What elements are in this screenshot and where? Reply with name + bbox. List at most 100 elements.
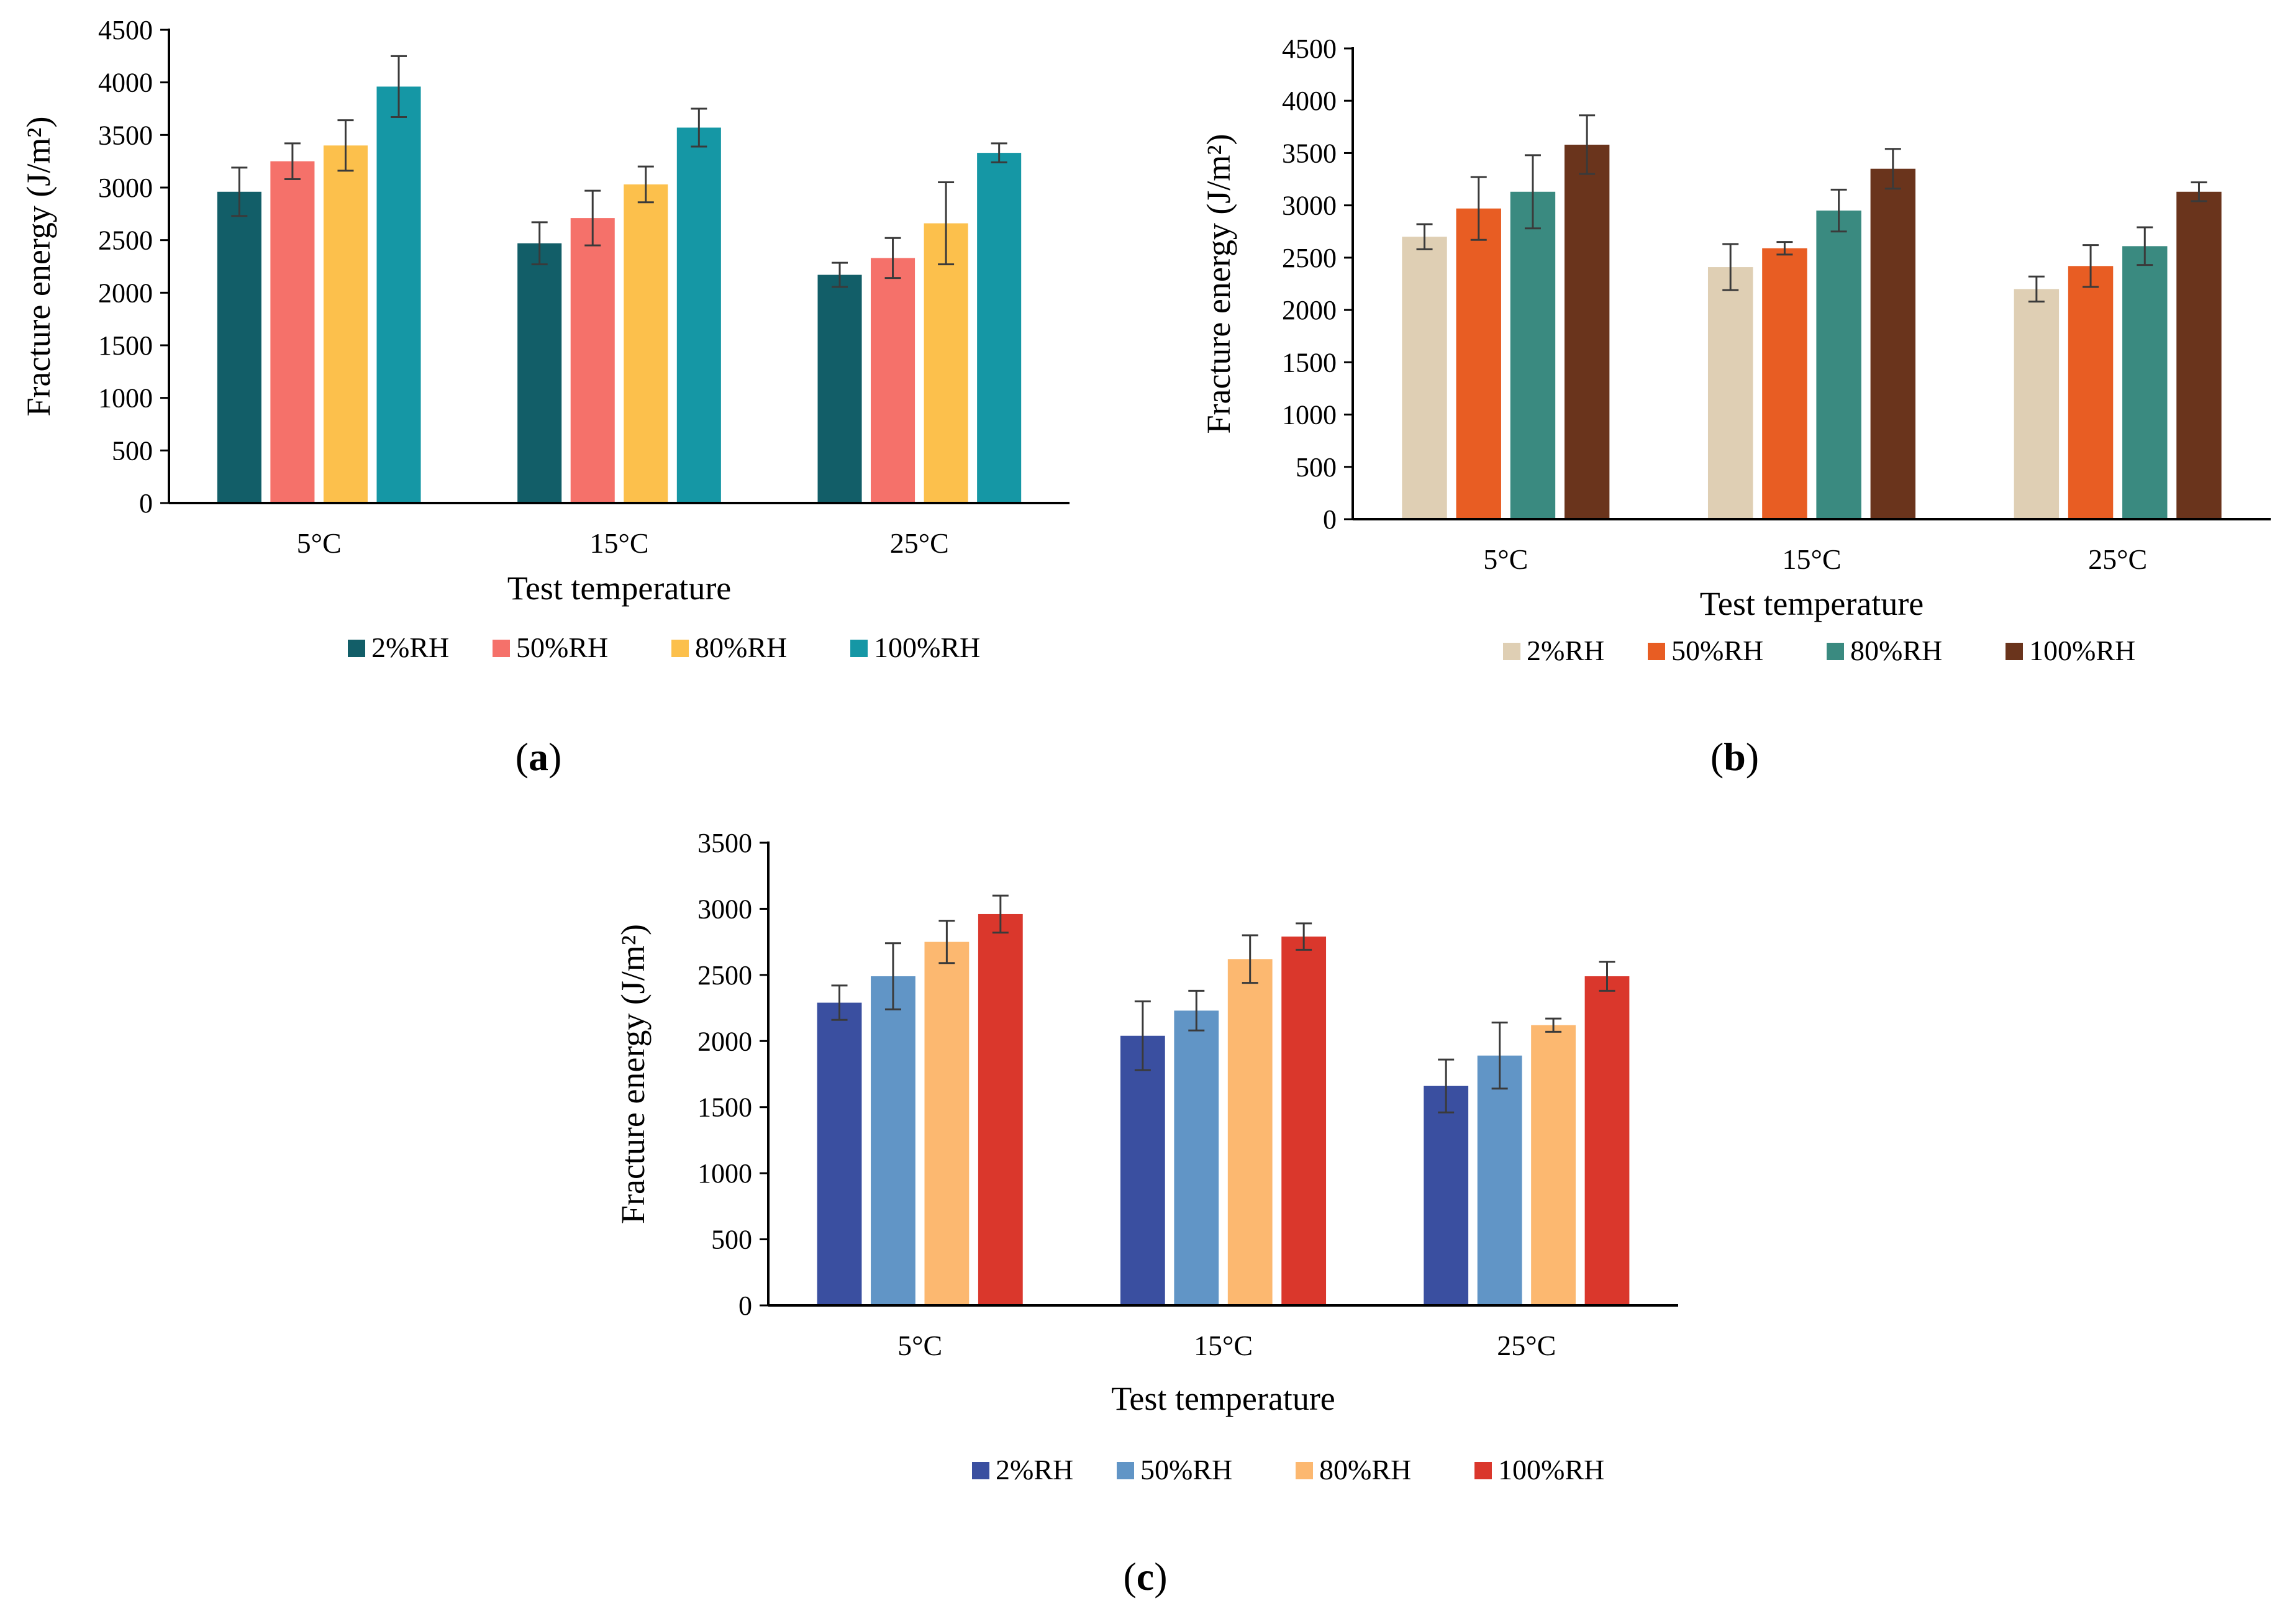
x-axis-title: Test temperature [1700, 585, 1924, 622]
bar [624, 184, 668, 503]
y-tick-label: 3500 [697, 828, 752, 858]
panel-label: (b) [1710, 735, 1759, 779]
y-tick-label: 3000 [1282, 191, 1337, 221]
bar [977, 153, 1022, 503]
bar [376, 86, 421, 503]
chart-panel-b: 0 500 1000 1500 2000 2500 3000 3500 4000 4500 5°C 1… [1200, 34, 2271, 779]
bar [924, 941, 970, 1305]
legend-swatch [1117, 1462, 1134, 1479]
y-tick-label: 1500 [98, 330, 153, 361]
bar [924, 223, 968, 503]
y-tick-label: 2000 [98, 278, 153, 308]
x-tick-label: 25°C [2088, 543, 2147, 575]
y-tick-label: 2000 [1282, 295, 1337, 325]
legend-label: 2%RH [371, 632, 449, 663]
bar [2014, 289, 2060, 519]
legend-swatch [1648, 643, 1665, 660]
bar [871, 258, 915, 503]
y-tick-label: 2500 [697, 960, 752, 991]
bar [978, 914, 1023, 1305]
y-tick-label: 4000 [1282, 86, 1337, 116]
legend-label: 2%RH [996, 1454, 1073, 1486]
legend-label: 100%RH [874, 632, 980, 663]
legend-swatch [1474, 1462, 1492, 1479]
bar [517, 243, 562, 503]
bar [1424, 1086, 1469, 1305]
y-axis-title: Fracture energy (J/m²) [1200, 134, 1237, 433]
legend-label: 100%RH [1498, 1454, 1604, 1486]
chart-panel-a: 0 500 1000 1500 2000 2500 3000 3500 4000 4500 5°C 1… [20, 15, 1070, 779]
legend-label: 2%RH [1527, 635, 1604, 666]
bar [1227, 959, 1273, 1305]
legend-swatch [1503, 643, 1520, 660]
y-tick-label: 0 [139, 488, 153, 519]
legend-label: 80%RH [695, 632, 787, 663]
x-tick-label: 15°C [589, 527, 648, 559]
y-tick-label: 3000 [98, 173, 153, 203]
legend-swatch [348, 640, 365, 657]
bar [1120, 1035, 1165, 1305]
y-tick-label: 500 [1296, 452, 1337, 483]
bar [1870, 168, 1916, 519]
bar [570, 218, 615, 503]
y-tick-label: 1000 [98, 383, 153, 414]
legend-label: 50%RH [1671, 635, 1763, 666]
y-tick-label: 3500 [1282, 138, 1337, 168]
bar [1174, 1010, 1219, 1305]
y-tick-label: 1000 [1282, 400, 1337, 430]
bar [2068, 266, 2114, 519]
legend-swatch [972, 1462, 989, 1479]
legend-label: 80%RH [1319, 1454, 1411, 1486]
y-tick-label: 3500 [98, 120, 153, 150]
x-tick-label: 5°C [897, 1330, 942, 1361]
bar [817, 1002, 862, 1305]
legend-label: 100%RH [2029, 635, 2135, 666]
bar [323, 145, 368, 503]
bar [1281, 937, 1327, 1305]
bar [1402, 237, 1447, 519]
legend-swatch [850, 640, 868, 657]
y-axis-title: Fracture energy (J/m²) [20, 116, 57, 416]
x-tick-label: 25°C [890, 527, 949, 559]
x-tick-label: 15°C [1194, 1330, 1253, 1361]
legend-swatch [1827, 643, 1844, 660]
legend-label: 80%RH [1850, 635, 1942, 666]
y-tick-label: 500 [711, 1225, 752, 1255]
bar [1456, 208, 1501, 519]
bar [1584, 976, 1630, 1305]
y-tick-label: 4500 [98, 15, 153, 45]
y-tick-label: 1500 [1282, 347, 1337, 378]
legend-swatch [2006, 643, 2023, 660]
bar [1816, 211, 1861, 519]
y-tick-label: 500 [112, 435, 153, 466]
bar [1564, 144, 1610, 520]
y-tick-label: 0 [738, 1291, 752, 1321]
chart-panel-c: 0 500 1000 1500 2000 2500 3000 3500 5°C 15°C 25°C T… [614, 828, 1678, 1599]
legend-label: 50%RH [516, 632, 608, 663]
y-axis-title: Fracture energy (J/m²) [614, 924, 652, 1224]
x-tick-label: 5°C [297, 527, 342, 559]
bar [1707, 267, 1753, 519]
bar [270, 161, 315, 504]
bar [1531, 1025, 1576, 1305]
bar [2176, 191, 2222, 519]
y-tick-label: 4500 [1282, 34, 1337, 64]
y-tick-label: 0 [1323, 504, 1337, 535]
x-tick-label: 5°C [1483, 543, 1528, 575]
bar [1477, 1055, 1522, 1305]
y-tick-label: 1000 [697, 1158, 752, 1189]
panel-label: (c) [1123, 1554, 1167, 1599]
x-axis-title: Test temperature [1111, 1380, 1335, 1417]
bar [1762, 248, 1807, 519]
x-tick-label: 25°C [1497, 1330, 1556, 1361]
y-tick-label: 4000 [98, 68, 153, 98]
y-tick-label: 3000 [697, 894, 752, 924]
y-tick-label: 2500 [1282, 243, 1337, 273]
bar [676, 127, 721, 504]
x-axis-title: Test temperature [507, 569, 732, 607]
y-tick-label: 2500 [98, 225, 153, 256]
y-tick-label: 1500 [697, 1092, 752, 1123]
legend-swatch [493, 640, 510, 657]
bar [871, 976, 915, 1305]
